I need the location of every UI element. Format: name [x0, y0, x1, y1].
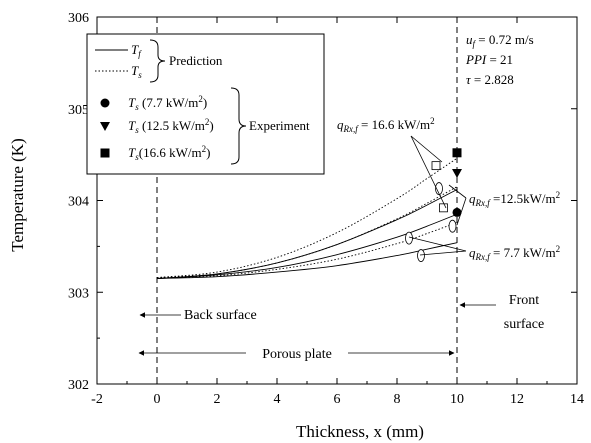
x-tick-label: 10	[450, 392, 464, 407]
series-line-2	[156, 213, 458, 279]
x-tick-label: 6	[334, 392, 341, 407]
callout-square	[439, 203, 448, 213]
x-tick-label: 14	[570, 392, 584, 407]
legend-marker-triangle	[100, 122, 110, 131]
condition-ppi: PPI = 21	[465, 52, 513, 67]
exp-point-triangle	[452, 168, 462, 178]
y-tick-label: 303	[68, 286, 89, 301]
legend-exp-16: Ts(16.6 kW/m2)	[128, 144, 210, 162]
leader-lines	[408, 135, 467, 256]
legend: Tf Ts Prediction Ts (7.7 kW/m2) Ts (12.5…	[86, 33, 325, 175]
legend-marker-square	[100, 148, 110, 158]
y-tick-label: 302	[68, 378, 89, 393]
series-line-1	[156, 222, 458, 279]
x-axis-title: Thickness, x (mm)	[296, 422, 424, 441]
x-tick-label: 0	[154, 392, 161, 407]
y-tick-label: 304	[68, 195, 89, 210]
x-tick-label: 2	[214, 392, 221, 407]
annotation-q12: qRx,f =12.5kW/m2	[469, 190, 560, 208]
y-tick-label: 306	[68, 11, 89, 26]
legend-exp-7: Ts (7.7 kW/m2)	[128, 94, 207, 112]
porous-plate-label-bg	[246, 343, 348, 363]
series-line-5	[156, 157, 458, 279]
legend-ts-label: Ts	[131, 63, 142, 80]
prediction-brace	[149, 39, 166, 83]
legend-box	[86, 33, 325, 175]
annotation-front-surface-line2: surface	[504, 317, 544, 332]
annotation-q7: qRx,f = 7.7 kW/m2	[469, 244, 560, 262]
series-line-0	[156, 242, 458, 279]
callout-square	[431, 161, 441, 171]
callout-ellipse	[405, 231, 413, 245]
conditions: uf = 0.72 m/s PPI = 21 τ = 2.828	[465, 32, 534, 87]
legend-group-experiment: Experiment	[249, 118, 310, 133]
legend-group-prediction: Prediction	[169, 53, 223, 68]
callout-ellipse	[417, 249, 425, 262]
callout-ellipse	[435, 182, 443, 195]
condition-tau: τ = 2.828	[466, 72, 514, 87]
x-tick-label: 12	[510, 392, 524, 407]
x-tick-label: 8	[394, 392, 401, 407]
annotation-q16: qRx,f = 16.6 kW/m2	[337, 116, 435, 134]
annotation-back-surface: Back surface	[184, 308, 257, 323]
annotation-porous-plate: Porous plate	[262, 347, 332, 362]
series-line-4	[156, 189, 458, 279]
callout-ellipse	[448, 219, 457, 233]
condition-uf: uf = 0.72 m/s	[466, 32, 534, 49]
annotation-front-surface-line1: Front	[509, 293, 539, 308]
y-axis-title: Temperature (K)	[8, 138, 27, 252]
x-tick-label: -2	[91, 392, 103, 407]
y-tick-label: 305	[68, 103, 89, 118]
legend-tf-label: Tf	[131, 42, 142, 59]
legend-exp-12: Ts (12.5 kW/m2)	[128, 117, 214, 135]
x-tick-label: 4	[274, 392, 281, 407]
legend-marker-circle	[100, 98, 110, 108]
experiment-brace	[230, 87, 247, 165]
